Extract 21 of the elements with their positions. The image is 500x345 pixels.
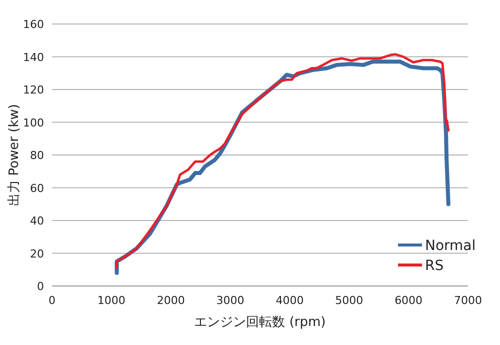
y-tick-label: 80 <box>30 149 44 162</box>
x-tick-label: 3000 <box>216 294 244 307</box>
x-tick-label: 7000 <box>454 294 482 307</box>
x-tick-label: 1000 <box>97 294 126 307</box>
x-tick-label: 2000 <box>156 294 185 307</box>
y-tick-label: 120 <box>23 84 44 96</box>
y-tick-label: 0 <box>37 280 44 293</box>
y-tick-label: 20 <box>30 247 44 260</box>
y-tick-label: 160 <box>23 18 44 31</box>
legend-label: RS <box>425 258 444 274</box>
y-axis-title: 出力 Power (kw) <box>7 104 22 206</box>
y-tick-label: 40 <box>30 214 44 228</box>
legend-label: Normal <box>425 238 476 254</box>
x-axis-title: エンジン回転数 (rpm) <box>194 315 326 330</box>
x-tick-label: 5000 <box>335 294 364 307</box>
x-tick-label: 6000 <box>394 294 423 307</box>
x-tick-label: 4000 <box>276 294 304 307</box>
y-tick-label: 100 <box>23 116 44 130</box>
y-tick-label: 140 <box>23 50 44 64</box>
x-tick-label: 0 <box>48 294 56 307</box>
y-tick-label: 60 <box>30 182 44 195</box>
